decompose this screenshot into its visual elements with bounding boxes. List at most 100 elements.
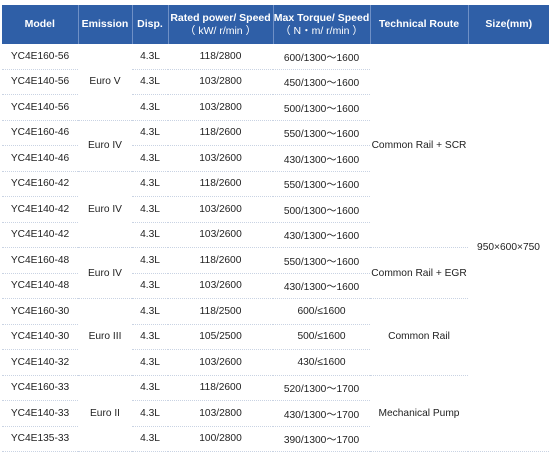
table-row: YC4E140-48 4.3L 103/2600 430/1300～1600 — [2, 273, 549, 299]
cell-disp: 4.3L — [132, 69, 168, 95]
cell-disp: 4.3L — [132, 222, 168, 248]
cell-emission: Euro V — [78, 44, 132, 121]
engine-spec-table: Model Emission Disp. Rated power/ Speed … — [2, 5, 549, 452]
cell-torque: 550/1300～1600 — [273, 120, 370, 146]
header-size: Size(mm) — [468, 5, 549, 44]
cell-disp: 4.3L — [132, 247, 168, 274]
cell-model: YC4E160-30 — [2, 298, 78, 325]
cell-power: 118/2600 — [168, 375, 273, 401]
header-torque-line1: Max Torque/ Speed — [273, 11, 370, 24]
cell-torque: 500/≤1600 — [273, 324, 370, 350]
cell-torque: 600/1300～1600 — [273, 44, 370, 70]
header-power-line2: （ kW/ r/min ） — [184, 24, 257, 37]
cell-model: YC4E140-48 — [2, 273, 78, 299]
cell-model: YC4E160-33 — [2, 375, 78, 401]
cell-disp: 4.3L — [132, 94, 168, 121]
table-row: YC4E160-56 Euro V 4.3L 118/2800 600/1300～160… — [2, 44, 549, 452]
cell-power: 103/2600 — [168, 222, 273, 248]
table-row: YC4E140-32 4.3L 103/2600 430/≤1600 — [2, 349, 549, 376]
cell-torque: 500/1300～1600 — [273, 196, 370, 223]
cell-torque: 600/≤1600 — [273, 298, 370, 325]
cell-disp: 4.3L — [132, 120, 168, 146]
table-row: YC4E160-33 Euro II 4.3L 118/2600 520/1300～17… — [2, 375, 549, 452]
cell-model: YC4E140-33 — [2, 400, 78, 427]
cell-power: 118/2500 — [168, 298, 273, 325]
table-header: Model Emission Disp. Rated power/ Speed … — [2, 5, 549, 44]
cell-power: 118/2600 — [168, 120, 273, 146]
cell-model: YC4E140-56 — [2, 94, 78, 121]
table-body: YC4E160-56 Euro V 4.3L 118/2800 600/1300～160… — [2, 44, 549, 452]
cell-model: YC4E140-32 — [2, 349, 78, 376]
cell-power: 103/2600 — [168, 145, 273, 172]
cell-disp: 4.3L — [132, 349, 168, 376]
cell-power: 100/2800 — [168, 426, 273, 452]
table-row: YC4E160-30 Euro III 4.3L 118/2500 600/≤1600 C… — [2, 298, 549, 376]
cell-torque: 430/1300～1600 — [273, 222, 370, 248]
table-row: YC4E140-42 4.3L 103/2600 430/1300～1600 — [2, 222, 549, 248]
header-row: Model Emission Disp. Rated power/ Speed … — [2, 5, 549, 44]
header-model: Model — [2, 5, 79, 44]
cell-route: Common Rail + SCR — [370, 44, 468, 248]
cell-model: YC4E140-42 — [2, 222, 78, 248]
cell-emission: Euro IV — [78, 247, 132, 299]
header-power: Rated power/ Speed （ kW/ r/min ） — [168, 5, 274, 44]
cell-torque: 520/1300～1700 — [273, 375, 370, 401]
cell-emission: Euro IV — [78, 171, 132, 248]
cell-disp: 4.3L — [132, 145, 168, 172]
cell-torque: 430/1300～1700 — [273, 400, 370, 427]
table-row: YC4E140-42 4.3L 103/2600 500/1300～1600 — [2, 196, 549, 223]
header-disp: Disp. — [132, 5, 169, 44]
cell-power: 118/2600 — [168, 171, 273, 197]
cell-disp: 4.3L — [132, 171, 168, 197]
cell-model: YC4E160-42 — [2, 171, 78, 197]
cell-disp: 4.3L — [132, 273, 168, 299]
cell-size: 950×600×750 — [468, 44, 549, 452]
cell-torque: 450/1300～1600 — [273, 69, 370, 95]
cell-model: YC4E135-33 — [2, 426, 78, 452]
cell-model: YC4E160-56 — [2, 44, 78, 70]
cell-torque: 550/1300～1600 — [273, 247, 370, 274]
cell-power: 103/2800 — [168, 69, 273, 95]
table-row: YC4E140-56 4.3L 103/2800 500/1300～1600 — [2, 94, 549, 121]
cell-model: YC4E140-56 — [2, 69, 78, 95]
cell-emission: Euro III — [78, 298, 132, 376]
cell-torque: 500/1300～1600 — [273, 94, 370, 121]
cell-disp: 4.3L — [132, 426, 168, 452]
cell-disp: 4.3L — [132, 324, 168, 350]
cell-model: YC4E160-46 — [2, 120, 78, 146]
header-emission: Emission — [78, 5, 133, 44]
cell-model: YC4E140-46 — [2, 145, 78, 172]
cell-torque: 430/≤1600 — [273, 349, 370, 376]
cell-route: Mechanical Pump — [370, 375, 468, 452]
table-row: YC4E140-56 4.3L 103/2800 450/1300～1600 — [2, 69, 549, 95]
cell-disp: 4.3L — [132, 375, 168, 401]
cell-route: Common Rail — [370, 298, 468, 376]
table-row: YC4E160-46 Euro IV 4.3L 118/2600 550/1300～16… — [2, 120, 549, 172]
cell-power: 103/2800 — [168, 94, 273, 121]
header-torque: Max Torque/ Speed （ N・m/ r/min ） — [273, 5, 371, 44]
cell-power: 103/2600 — [168, 349, 273, 376]
table-row: YC4E135-33 4.3L 100/2800 390/1300～1700 — [2, 426, 549, 452]
cell-power: 118/2800 — [168, 44, 273, 70]
cell-power: 103/2800 — [168, 400, 273, 427]
cell-disp: 4.3L — [132, 196, 168, 223]
cell-route: Common Rail + EGR — [370, 247, 468, 299]
cell-power: 103/2600 — [168, 273, 273, 299]
cell-torque: 390/1300～1700 — [273, 426, 370, 452]
cell-emission: Euro II — [78, 375, 132, 452]
cell-torque: 430/1300～1600 — [273, 273, 370, 299]
cell-power: 105/2500 — [168, 324, 273, 350]
table-row: YC4E140-33 4.3L 103/2800 430/1300～1700 — [2, 400, 549, 427]
cell-model: YC4E160-48 — [2, 247, 78, 274]
header-power-line1: Rated power/ Speed — [170, 11, 271, 24]
header-route: Technical Route — [370, 5, 469, 44]
cell-emission: Euro IV — [78, 120, 132, 172]
cell-torque: 430/1300～1600 — [273, 145, 370, 172]
cell-model: YC4E140-42 — [2, 196, 78, 223]
cell-disp: 4.3L — [132, 400, 168, 427]
cell-power: 103/2600 — [168, 196, 273, 223]
table-row: YC4E140-46 4.3L 103/2600 430/1300～1600 — [2, 145, 549, 172]
cell-power: 118/2600 — [168, 247, 273, 274]
cell-torque: 550/1300～1600 — [273, 171, 370, 197]
